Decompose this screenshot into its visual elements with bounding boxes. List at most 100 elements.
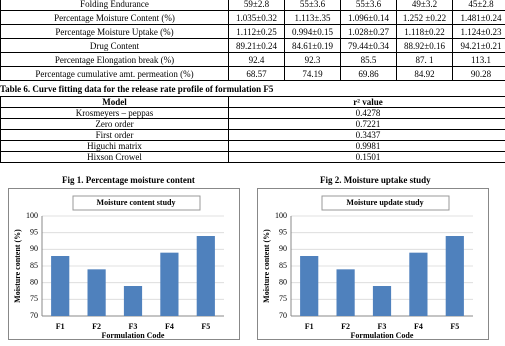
table-row: Percentage Moisture Uptake (%) 1.112±0.25… (0, 24, 505, 39)
table-cell: 0.7221 (228, 118, 505, 130)
bar (51, 256, 70, 316)
bar (160, 252, 179, 316)
table-cell: 74.19 (284, 66, 341, 81)
y-tick-label: 100 (275, 211, 287, 220)
table-row: Drug Content 89.21±0.24 84.61±0.19 79.44±0.… (0, 38, 505, 53)
x-tick-label: F3 (378, 322, 387, 331)
bar (336, 269, 355, 316)
x-axis-title: Formulation Code (351, 331, 414, 340)
table-cell: 87. 1 (396, 52, 453, 67)
y-axis-title: Moisture content (%) (262, 229, 271, 303)
x-tick-label: F1 (56, 322, 65, 331)
table-cell: 59±2.8 (228, 0, 285, 11)
table-cell: 79.44±0.34 (340, 38, 397, 53)
bar (372, 286, 392, 316)
y-axis-title: Moisture content (%) (13, 229, 22, 303)
curve-fit-table: Model r² value Krosmeyers – peppas 0.4278 Ze… (0, 96, 505, 163)
table-cell: 0.3437 (228, 129, 505, 141)
table-cell: 49±3.2 (396, 0, 453, 11)
y-tick-label: 80 (30, 277, 38, 286)
table-cell: 1.112±0.25 (228, 24, 285, 39)
table-cell: Drug Content (0, 38, 229, 53)
table-cell: First order (0, 129, 229, 141)
table-cell: 89.21±0.24 (228, 38, 285, 53)
x-tick-label: F5 (201, 322, 210, 331)
table-cell: Folding Endurance (0, 0, 229, 11)
table-cell: 1.035±0.32 (228, 10, 285, 25)
table-cell: Zero order (0, 118, 229, 130)
chart: Moisture update study 70 75 80 85 90 95 100 F1 F2… (257, 188, 489, 340)
table-cell: 85.5 (340, 52, 397, 67)
x-tick-label: F5 (450, 322, 459, 331)
table-cell: 69.86 (340, 66, 397, 81)
table-row: Higuchi matrix 0.9981 (0, 140, 505, 152)
table-cell: 84.92 (396, 66, 453, 81)
table-row: Model r² value (0, 96, 505, 108)
table-cell: 0.4278 (228, 107, 505, 119)
table-caption: Table 6. Curve fitting data for the rele… (0, 84, 274, 94)
table-row: First order 0.3437 (0, 129, 505, 141)
y-tick-label: 75 (279, 294, 287, 303)
y-tick-label: 90 (30, 244, 38, 253)
table-cell: 84.61±0.19 (284, 38, 341, 53)
x-tick-label: F2 (92, 322, 101, 331)
bar (87, 269, 106, 316)
y-tick-label: 75 (30, 294, 38, 303)
table-cell: 0.9981 (228, 140, 505, 152)
table-cell: 1.252 ±0.22 (396, 10, 453, 25)
table-row: Folding Endurance 59±2.8 55±3.6 55±3.6 49±3.… (0, 0, 505, 11)
bar (409, 252, 428, 316)
y-tick-label: 90 (279, 244, 287, 253)
table-cell: 1.028±0.27 (340, 24, 397, 39)
table-cell: Percentage Moisture Uptake (%) (0, 24, 229, 39)
x-tick-label: F4 (165, 322, 174, 331)
bar (123, 286, 143, 316)
bar (445, 236, 464, 316)
table-cell: Percentage cumulative amt. permeation (%… (0, 66, 229, 81)
table-row: Percentage Moisture Content (%) 1.035±0.3… (0, 10, 505, 25)
title-box (321, 195, 450, 211)
chart: Moisture content study 70 75 80 85 90 95 100 F1 F… (8, 188, 240, 340)
title-box (72, 195, 201, 211)
table-cell: 92.3 (284, 52, 341, 67)
x-tick-label: F3 (129, 322, 138, 331)
table-cell: 1.096±0.14 (340, 10, 397, 25)
table-cell: 88.92±0.16 (396, 38, 453, 53)
table-cell: 0.994±0.15 (284, 24, 341, 39)
y-tick-label: 85 (30, 261, 38, 270)
figure-caption: Fig 2. Moisture uptake study (320, 175, 431, 185)
bar (196, 236, 215, 316)
table-cell: Higuchi matrix (0, 140, 229, 152)
properties-table: Folding Endurance 59±2.8 55±3.6 55±3.6 49±3.… (0, 0, 505, 81)
table-row: Krosmeyers – peppas 0.4278 (0, 107, 505, 119)
y-tick-label: 70 (30, 311, 38, 320)
y-tick-label: 95 (279, 227, 287, 236)
chart-title: Moisture content study (97, 198, 176, 207)
table-cell: 1.481±0.24 (452, 10, 505, 25)
y-tick-label: 80 (279, 277, 287, 286)
figure-caption: Fig 1. Percentage moisture content (62, 175, 195, 185)
table-cell: 92.4 (228, 52, 285, 67)
table-cell: 1.118±0.22 (396, 24, 453, 39)
y-tick-label: 100 (26, 211, 38, 220)
table-cell: r² value (228, 96, 505, 108)
table-cell: 90.28 (452, 66, 505, 81)
table-row: Hixson Crowel 0.1501 (0, 151, 505, 163)
table-cell: 55±3.6 (284, 0, 341, 11)
bar (300, 256, 319, 316)
table-cell: 55±3.6 (340, 0, 397, 11)
x-tick-label: F1 (305, 322, 314, 331)
x-tick-label: F2 (341, 322, 350, 331)
table-cell: Percentage Elongation break (%) (0, 52, 229, 67)
y-tick-label: 70 (279, 311, 287, 320)
table-cell: 45±2.8 (452, 0, 505, 11)
table-cell: 94.21±0.21 (452, 38, 505, 53)
table-cell: 68.57 (228, 66, 285, 81)
table-row: Percentage cumulative amt. permeation (%… (0, 66, 505, 81)
y-tick-label: 95 (30, 227, 38, 236)
table-cell: Krosmeyers – peppas (0, 107, 229, 119)
table-row: Percentage Elongation break (%) 92.4 92.3 8… (0, 52, 505, 67)
x-axis-title: Formulation Code (102, 331, 165, 340)
y-tick-label: 85 (279, 261, 287, 270)
